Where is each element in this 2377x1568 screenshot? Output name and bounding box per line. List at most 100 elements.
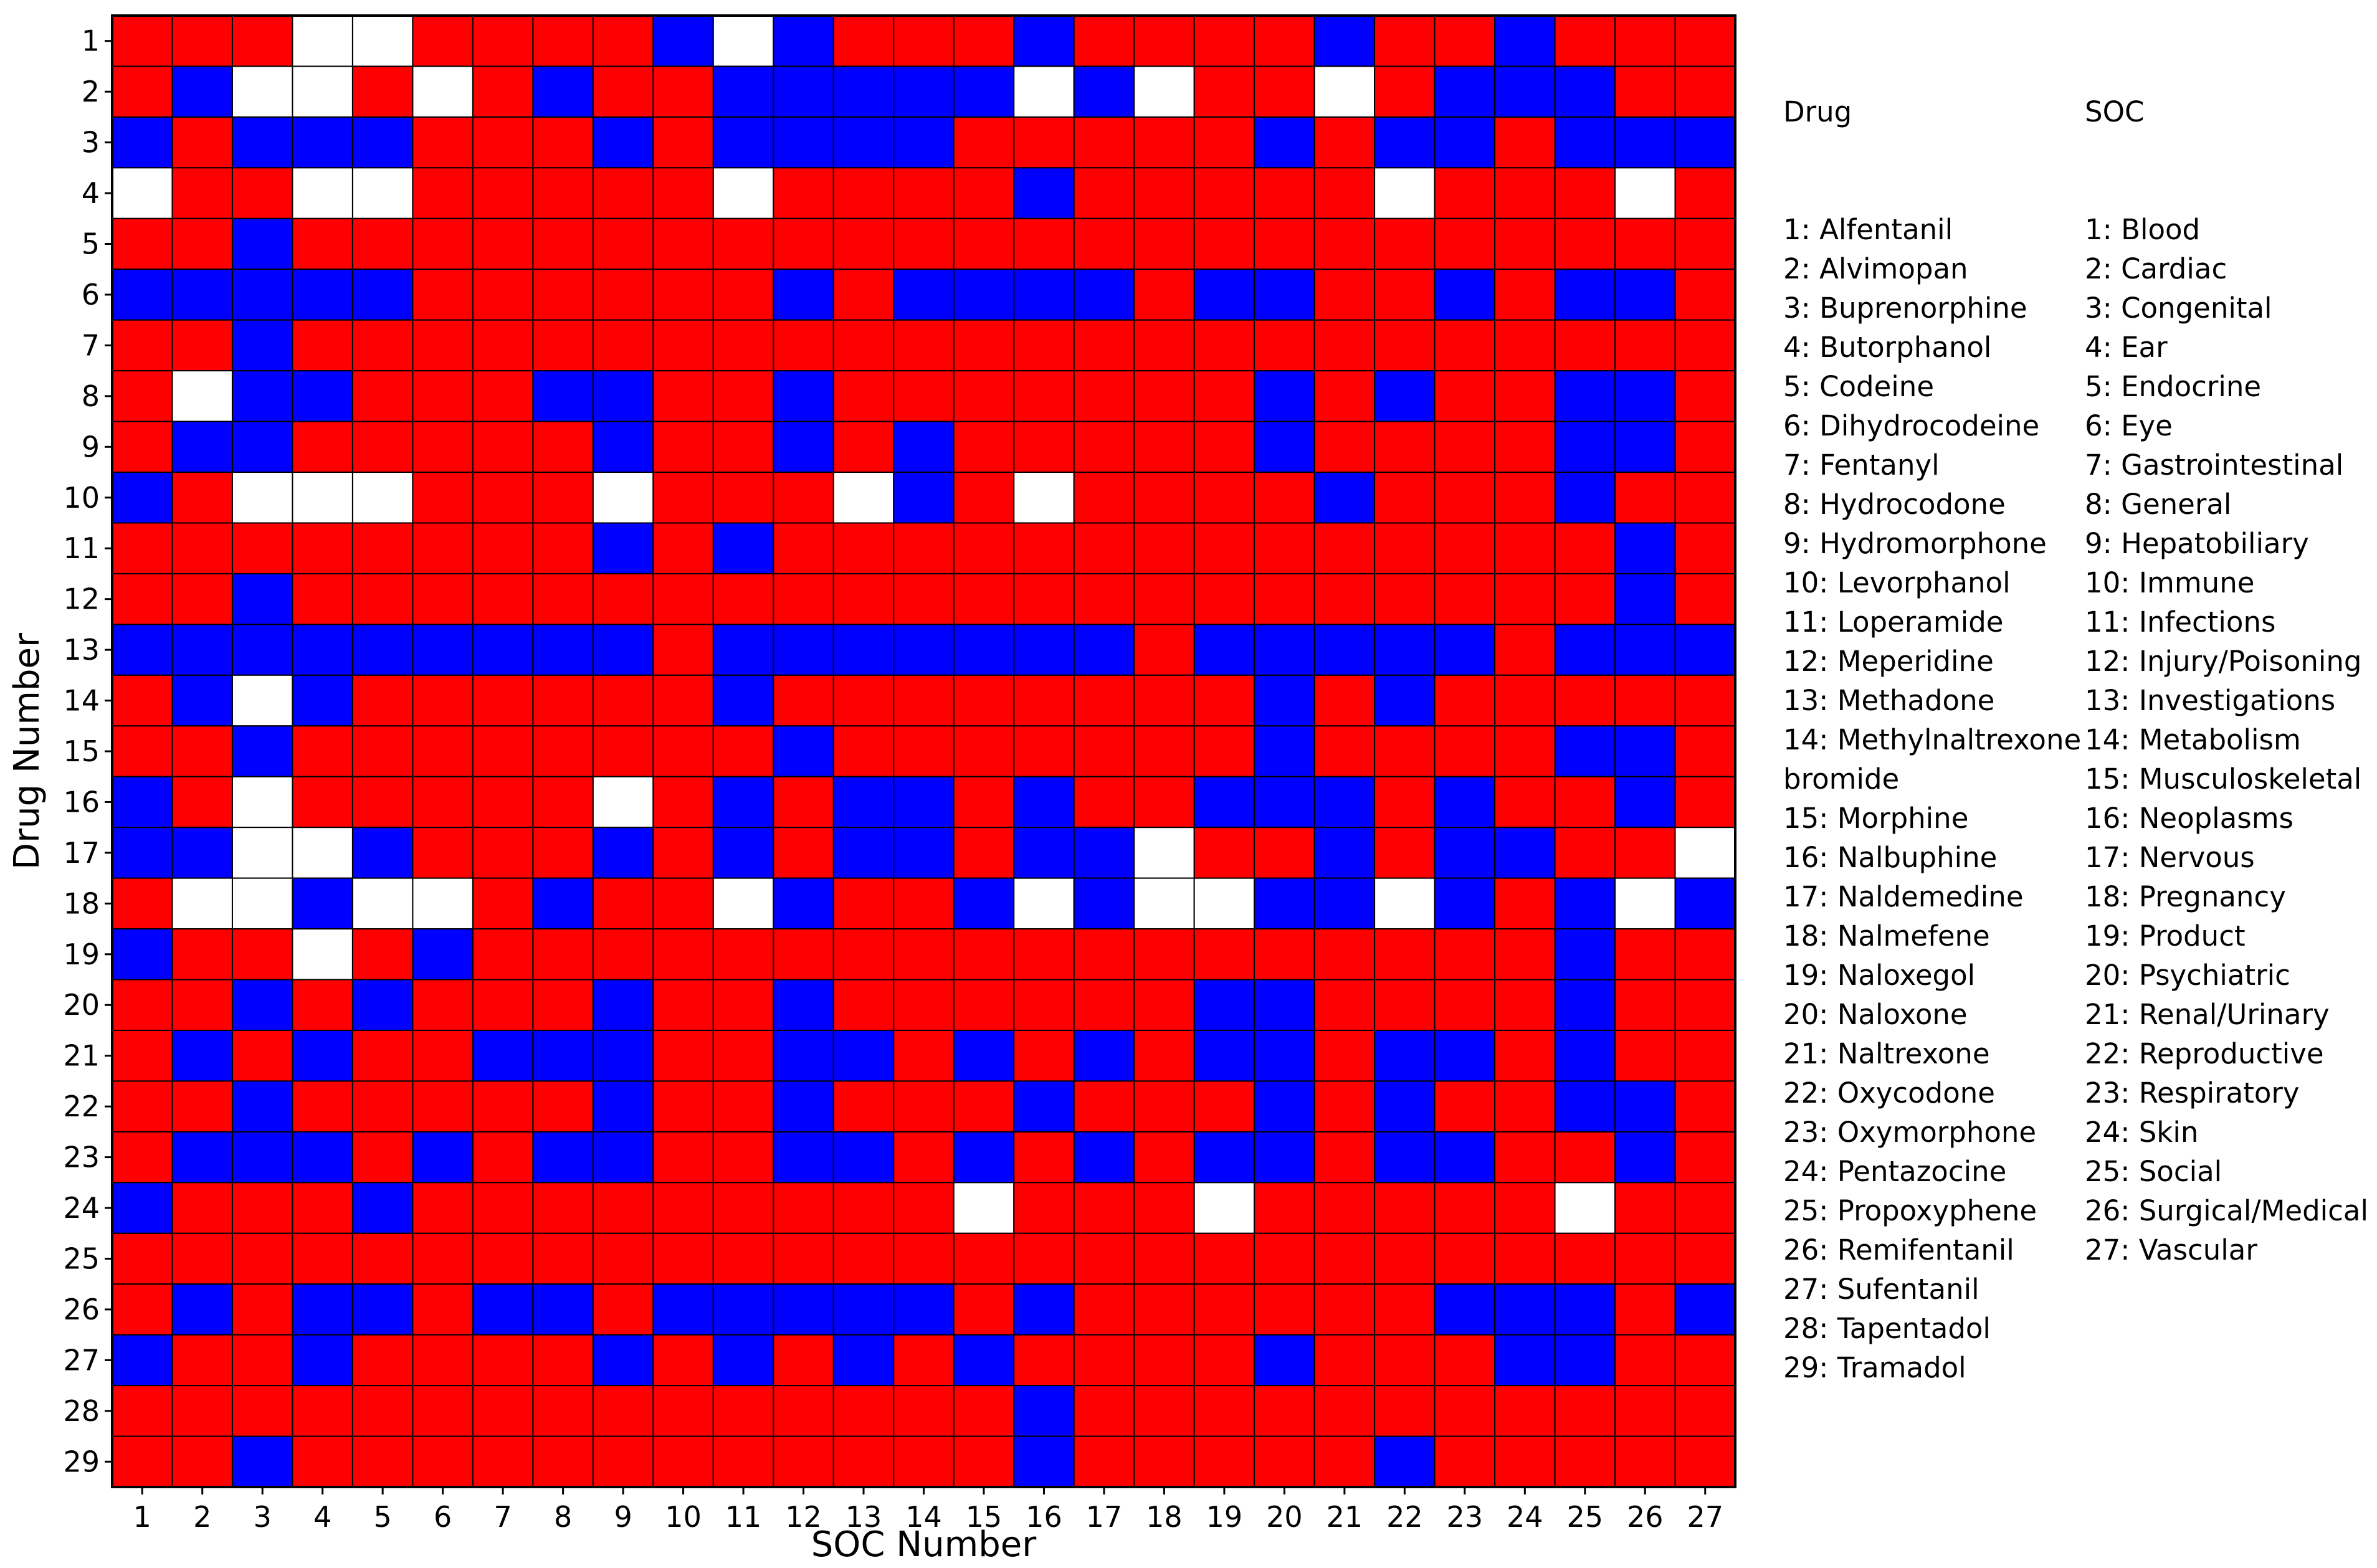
heatmap-cell (652, 1131, 714, 1184)
heatmap-cell (292, 979, 353, 1031)
heatmap-cell (112, 877, 173, 930)
heatmap-cell (412, 573, 474, 625)
soc-legend-item: 12: Injury/Poisoning (2085, 645, 2362, 678)
soc-legend-item: 16: Neoplasms (2085, 802, 2294, 835)
heatmap-cell (592, 979, 654, 1031)
heatmap-cell (1073, 319, 1135, 372)
x-tick-label: 12 (785, 1500, 822, 1534)
heatmap-cell (1434, 421, 1496, 473)
soc-legend-item: 21: Renal/Urinary (2085, 998, 2330, 1031)
heatmap-cell (953, 928, 1015, 981)
heatmap-cell (893, 1334, 955, 1387)
soc-legend: SOC 1: Blood 2: Cardiac 3: Congenital 4: Ea… (2085, 14, 2368, 1309)
heatmap-cell (472, 725, 534, 777)
heatmap-cell (1374, 1334, 1436, 1387)
heatmap-cell (1494, 167, 1556, 219)
heatmap-cell (1374, 1283, 1436, 1336)
heatmap-cell (592, 421, 654, 473)
heatmap-cell (1674, 1029, 1736, 1082)
heatmap-cell (652, 725, 714, 777)
heatmap-cell (832, 370, 895, 422)
heatmap-cell (532, 217, 594, 270)
heatmap-cell (893, 725, 955, 777)
heatmap-cell (1073, 674, 1135, 727)
heatmap-cell (1133, 1182, 1195, 1234)
heatmap-cell (1193, 776, 1255, 829)
heatmap-cell (1193, 421, 1255, 473)
heatmap-cell (532, 167, 594, 219)
heatmap-cell (1374, 877, 1436, 930)
heatmap-cell (953, 1080, 1015, 1133)
soc-legend-item: 24: Skin (2085, 1116, 2199, 1149)
heatmap-cell (1313, 877, 1376, 930)
heatmap-cell (1254, 522, 1315, 574)
heatmap-cell (712, 1232, 774, 1285)
heatmap-cell (773, 674, 834, 727)
heatmap-cell (592, 1435, 654, 1488)
heatmap-cell (1254, 877, 1315, 930)
heatmap-cell (412, 979, 474, 1031)
heatmap-cell (1133, 421, 1195, 473)
heatmap-cell (351, 1385, 414, 1437)
heatmap-cell (832, 15, 895, 67)
heatmap-cell (773, 1385, 834, 1437)
drug-legend-list: 1: Alfentanil 2: Alvimopan 3: Buprenorphin… (1783, 210, 2081, 1387)
heatmap-cell (1013, 1182, 1075, 1234)
heatmap-cell (532, 1131, 594, 1184)
heatmap-cell (1013, 1232, 1075, 1285)
heatmap-cell (1434, 1334, 1496, 1387)
heatmap-cell (1374, 1131, 1436, 1184)
heatmap-cell (1614, 1232, 1676, 1285)
heatmap-cell (292, 1334, 353, 1387)
heatmap-cell (652, 827, 714, 879)
heatmap-cell (1614, 877, 1676, 930)
heatmap-cell (1313, 573, 1376, 625)
heatmap-cell (1193, 1334, 1255, 1387)
heatmap-cell (292, 1232, 353, 1285)
heatmap-cell (532, 827, 594, 879)
heatmap-cell (953, 573, 1015, 625)
heatmap-cell (171, 725, 233, 777)
heatmap-cell (1073, 15, 1135, 67)
heatmap-cell (1374, 1385, 1436, 1437)
heatmap-cell (171, 116, 233, 169)
heatmap-cell (292, 217, 353, 270)
drug-legend-item: 10: Levorphanol (1783, 566, 2011, 599)
heatmap-cell (1254, 573, 1315, 625)
heatmap-cell (1193, 217, 1255, 270)
heatmap-cell (1674, 979, 1736, 1031)
heatmap-cell (171, 217, 233, 270)
heatmap-cell (712, 573, 774, 625)
heatmap-cell (1254, 15, 1315, 67)
soc-legend-item: 27: Vascular (2085, 1233, 2257, 1266)
heatmap-cell (532, 421, 594, 473)
heatmap-cell (532, 472, 594, 524)
soc-legend-item: 1: Blood (2085, 213, 2201, 246)
heatmap-cell (1254, 1232, 1315, 1285)
y-tick-label: 14 (63, 684, 100, 718)
soc-legend-item: 2: Cardiac (2085, 252, 2227, 285)
heatmap-cell (592, 1385, 654, 1437)
heatmap-cell (412, 522, 474, 574)
heatmap-cell (292, 472, 353, 524)
heatmap-cell (1254, 167, 1315, 219)
heatmap-cell (1494, 674, 1556, 727)
heatmap-cell (292, 877, 353, 930)
heatmap-cell (231, 472, 293, 524)
heatmap-cell (1614, 217, 1676, 270)
heatmap-cell (712, 1334, 774, 1387)
heatmap-cell (832, 472, 895, 524)
heatmap-cell (1254, 1334, 1315, 1387)
heatmap-cell (292, 421, 353, 473)
heatmap-cell (1674, 776, 1736, 829)
heatmap-cell (953, 1029, 1015, 1082)
y-tick-label: 24 (63, 1191, 100, 1225)
heatmap-cell (1614, 624, 1676, 676)
heatmap-cell (652, 116, 714, 169)
heatmap-cell (1133, 15, 1195, 67)
heatmap-cell (1674, 725, 1736, 777)
heatmap-cell (1434, 725, 1496, 777)
y-tick-label: 25 (63, 1242, 100, 1275)
heatmap-cell (592, 370, 654, 422)
heatmap-cell (773, 1131, 834, 1184)
